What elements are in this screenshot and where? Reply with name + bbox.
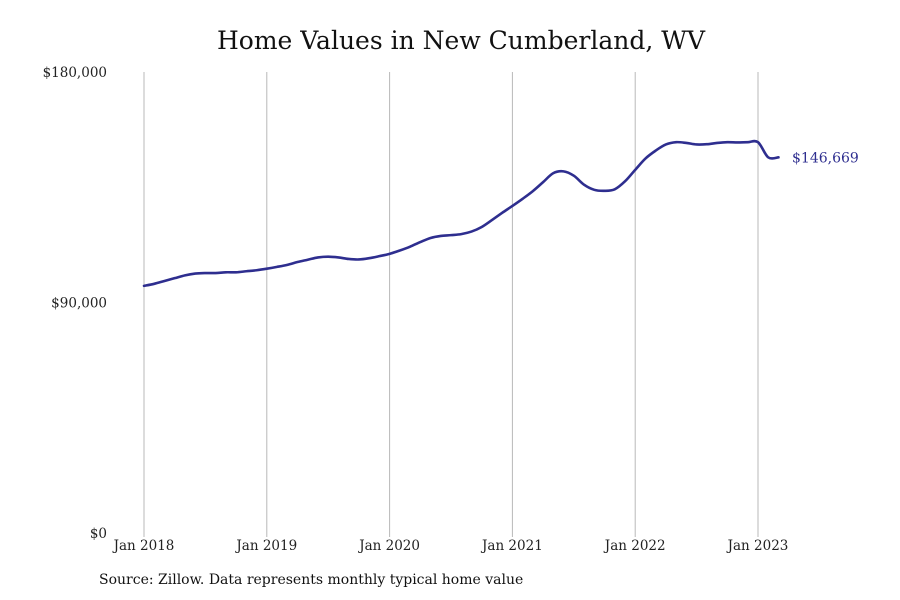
x-tick-label: Jan 2019 bbox=[234, 538, 297, 554]
y-tick-label: $0 bbox=[90, 526, 107, 542]
x-tick-label: Jan 2023 bbox=[726, 538, 789, 554]
x-axis-ticks: Jan 2018 Jan 2019 Jan 2020 Jan 2021 Jan 2022… bbox=[112, 538, 789, 554]
y-tick-label: $90,000 bbox=[51, 296, 107, 312]
y-axis-ticks: $0 $90,000 $180,000 bbox=[43, 65, 107, 542]
x-tick-label: Jan 2022 bbox=[603, 538, 666, 554]
x-tick-label: Jan 2021 bbox=[480, 538, 543, 554]
grid-lines bbox=[143, 72, 759, 537]
series-layer: $146,669 bbox=[142, 139, 859, 288]
x-tick-label: Jan 2020 bbox=[357, 538, 420, 554]
y-tick-label: $180,000 bbox=[43, 65, 107, 81]
series-end-label: $146,669 bbox=[792, 150, 859, 166]
series-line bbox=[142, 139, 780, 288]
x-tick-label: Jan 2018 bbox=[112, 538, 175, 554]
chart-title: Home Values in New Cumberland, WV bbox=[216, 26, 706, 55]
source-note: Source: Zillow. Data represents monthly … bbox=[99, 572, 524, 588]
